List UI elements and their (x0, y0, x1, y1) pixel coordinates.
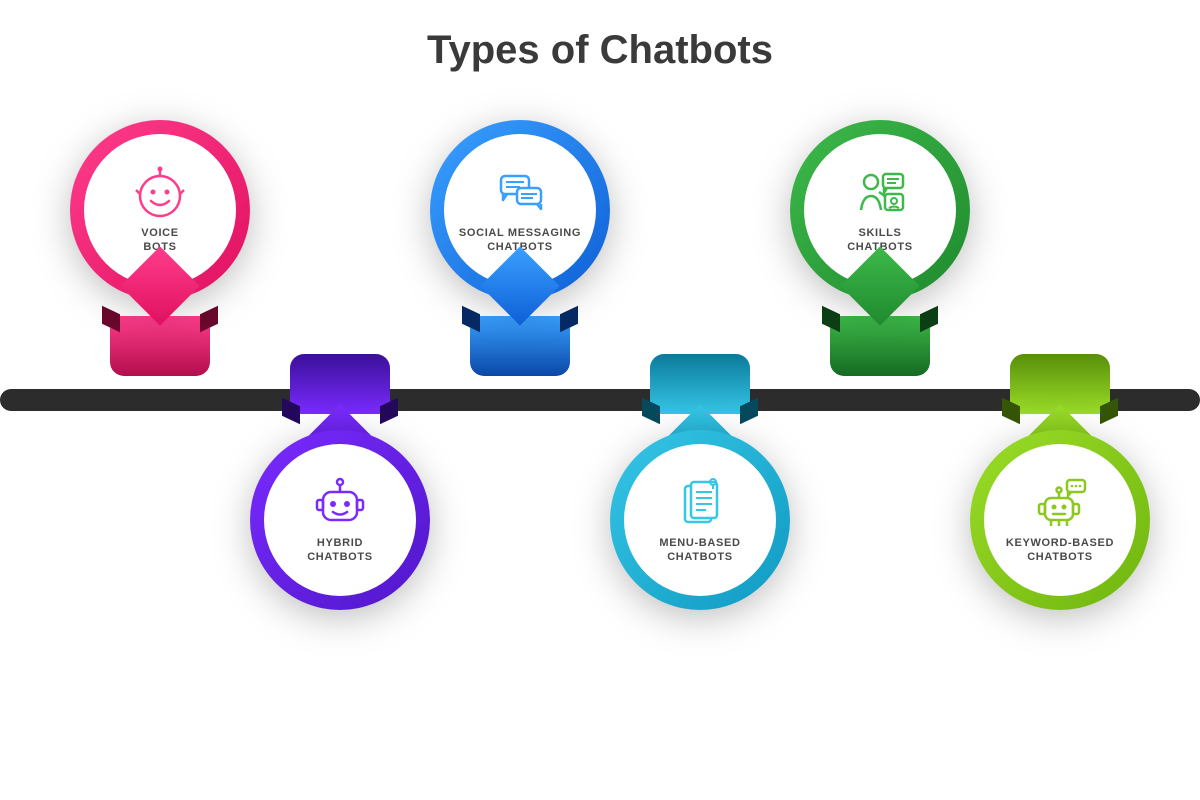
robot-head-icon (313, 476, 367, 530)
marker-social-messaging: SOCIAL MESSAGING CHATBOTS (430, 120, 610, 300)
robot-speech-icon (1033, 476, 1087, 530)
pin-inner: HYBRID CHATBOTS (264, 444, 416, 596)
marker-keyword-based: KEYWORD-BASED CHATBOTS (970, 430, 1150, 610)
pin-inner: MENU-BASED CHATBOTS (624, 444, 776, 596)
person-chat-icon (853, 166, 907, 220)
marker-skills-chatbots: SKILLS CHATBOTS (790, 120, 970, 300)
marker-menu-based: MENU-BASED CHATBOTS (610, 430, 790, 610)
pin: KEYWORD-BASED CHATBOTS (970, 430, 1150, 610)
pin-label: HYBRID CHATBOTS (307, 536, 373, 565)
page-title: Types of Chatbots (0, 0, 1200, 73)
pin-inner: KEYWORD-BASED CHATBOTS (984, 444, 1136, 596)
pin-label: KEYWORD-BASED CHATBOTS (1006, 536, 1114, 565)
pin-label: MENU-BASED CHATBOTS (659, 536, 740, 565)
marker-voice-bots: VOICE BOTS (70, 120, 250, 300)
pin: HYBRID CHATBOTS (250, 430, 430, 610)
chat-bubbles-icon (493, 166, 547, 220)
pin: MENU-BASED CHATBOTS (610, 430, 790, 610)
clipboard-icon (673, 476, 727, 530)
robot-face-icon (133, 166, 187, 220)
marker-hybrid-chatbots: HYBRID CHATBOTS (250, 430, 430, 610)
